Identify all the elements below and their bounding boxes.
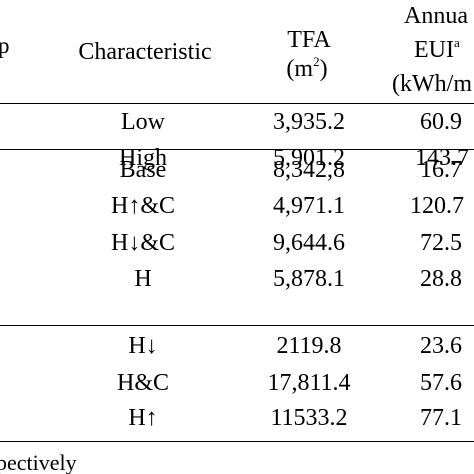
cell-eui: 77.1: [420, 405, 462, 431]
header-eui-line1: Annua: [404, 3, 468, 29]
cell-eui: 23.6: [420, 333, 462, 359]
cell-tfa: 17,811.4: [267, 370, 351, 396]
footnote-text: pectively: [0, 450, 77, 474]
rule-group-1-bottom: [0, 149, 474, 151]
cell-characteristic: H: [134, 266, 152, 292]
cell-tfa: 5,878.1: [273, 266, 345, 292]
header-tfa-line2: (m2): [286, 54, 328, 82]
cell-eui: 120.7: [410, 193, 464, 219]
cell-eui: 72.5: [420, 230, 462, 256]
cell-characteristic: H↑&C: [110, 193, 176, 219]
cell-tfa: 5,901.2: [273, 145, 345, 171]
cell-characteristic: H&C: [116, 370, 170, 396]
cell-tfa: 3,935.2: [273, 109, 345, 135]
cell-tfa: 11533.2: [270, 405, 348, 431]
header-group-fragment: p: [0, 33, 10, 58]
cell-eui: 60.9: [420, 109, 462, 135]
cell-tfa: 8,342,8: [273, 157, 345, 183]
cell-tfa: 2119.8: [276, 333, 342, 359]
cell-tfa: 9,644.6: [273, 230, 345, 256]
cell-characteristic: H↓&C: [110, 230, 176, 256]
cell-characteristic: High: [119, 145, 167, 171]
header-tfa-unit-open: (m: [286, 56, 314, 82]
header-tfa-line1: TFA: [287, 27, 331, 53]
rule-header-bottom: [0, 103, 474, 105]
cell-eui: 16.7: [420, 157, 462, 183]
header-characteristic: Characteristic: [78, 39, 212, 65]
header-eui-line2: EUIa: [414, 35, 460, 63]
cell-eui: 28.8: [420, 266, 462, 292]
rule-table-bottom: [0, 441, 474, 443]
cell-tfa: 4,971.1: [273, 193, 345, 219]
cell-characteristic: H↓: [128, 333, 158, 359]
cell-characteristic: H↑: [128, 405, 158, 431]
header-eui-label: EUI: [414, 37, 454, 63]
cell-eui: 143.7: [415, 145, 469, 171]
rule-group-2-bottom: [0, 325, 474, 327]
cell-characteristic: Low: [121, 109, 165, 135]
cell-eui: 57.6: [420, 370, 462, 396]
header-tfa-unit-close: ): [319, 56, 328, 82]
header-eui-unit: (kWh/m: [392, 71, 472, 97]
cell-characteristic: Base: [119, 157, 167, 183]
header-eui-footnote-mark: a: [453, 35, 460, 50]
header-tfa-unit-exponent: 2: [313, 54, 320, 69]
